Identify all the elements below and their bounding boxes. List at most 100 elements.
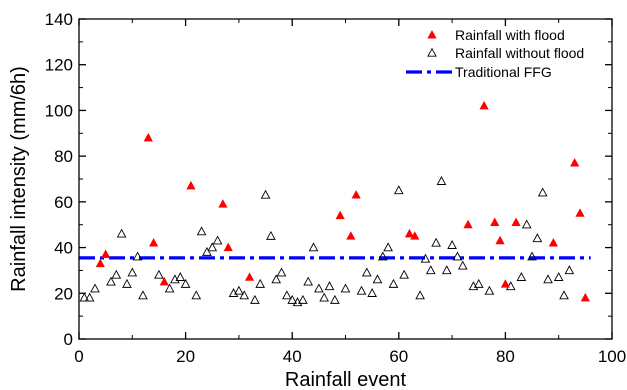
point-without-flood — [255, 278, 266, 288]
point-with-flood — [490, 217, 500, 226]
point-without-flood — [79, 292, 90, 302]
point-without-flood — [116, 228, 127, 238]
axes: 0 20 40 60 80 100 0 20 40 60 80 100 120 140 — [45, 10, 627, 366]
point-with-flood — [335, 210, 345, 220]
point-with-flood — [500, 279, 510, 288]
y-tick-label: 40 — [54, 239, 73, 258]
point-without-flood — [361, 267, 372, 277]
y-axis-title: Rainfall intensity (mm/6h) — [8, 66, 30, 292]
point-without-flood — [532, 233, 543, 243]
x-tick-label: 80 — [496, 347, 515, 366]
point-without-flood — [132, 251, 143, 261]
point-without-flood — [473, 278, 484, 288]
point-with-flood — [580, 292, 590, 302]
point-without-flood — [175, 272, 186, 281]
point-without-flood — [308, 242, 319, 252]
point-with-flood — [351, 190, 361, 199]
point-without-flood — [111, 269, 122, 279]
point-without-flood — [527, 251, 537, 261]
point-with-flood — [346, 231, 356, 240]
point-with-flood — [218, 199, 228, 208]
point-without-flood — [154, 269, 164, 279]
point-without-flood — [282, 290, 292, 300]
point-without-flood — [484, 285, 495, 295]
x-tick-label: 40 — [283, 347, 302, 366]
point-without-flood — [324, 281, 335, 291]
point-without-flood — [447, 240, 457, 249]
point-without-flood — [356, 285, 367, 295]
point-without-flood — [420, 253, 431, 263]
point-without-flood — [90, 283, 100, 293]
point-with-flood — [548, 238, 558, 247]
legend-label-no-flood: Rainfall without flood — [455, 45, 584, 61]
point-with-flood — [463, 219, 473, 229]
point-without-flood — [452, 251, 463, 261]
point-without-flood — [228, 288, 239, 297]
point-with-flood — [479, 100, 489, 110]
point-without-flood — [441, 265, 452, 275]
point-without-flood — [367, 288, 377, 297]
point-without-flood — [319, 292, 330, 302]
point-without-flood — [457, 260, 468, 270]
point-without-flood — [303, 276, 314, 286]
point-without-flood — [191, 290, 202, 300]
point-without-flood — [393, 185, 404, 195]
y-tick-label: 20 — [54, 284, 73, 303]
point-without-flood — [383, 242, 393, 252]
point-without-flood — [250, 294, 260, 304]
point-without-flood — [516, 272, 527, 281]
point-without-flood — [553, 272, 564, 281]
x-tick-label: 60 — [389, 347, 408, 366]
y-tick-label: 0 — [64, 330, 73, 349]
x-tick-label: 20 — [176, 347, 195, 366]
y-tick-label: 60 — [54, 193, 73, 212]
point-without-flood — [207, 242, 218, 252]
point-without-flood — [170, 274, 180, 284]
x-tick-label: 100 — [598, 347, 626, 366]
point-without-flood — [436, 176, 447, 185]
point-without-flood — [180, 278, 191, 288]
point-without-flood — [202, 246, 212, 256]
point-without-flood — [431, 237, 441, 247]
point-with-flood — [495, 235, 505, 245]
point-with-flood — [570, 158, 580, 167]
point-without-flood — [329, 294, 340, 304]
point-with-flood — [404, 228, 415, 238]
point-without-flood — [234, 285, 244, 295]
point-without-flood — [196, 226, 207, 236]
point-with-flood — [101, 249, 111, 258]
point-without-flood — [212, 235, 223, 245]
legend-marker-no-flood — [427, 47, 437, 57]
x-tick-label: 0 — [74, 347, 83, 366]
x-axis-title: Rainfall event — [285, 369, 407, 390]
point-with-flood — [95, 258, 105, 268]
point-without-flood — [239, 290, 250, 300]
point-without-flood — [106, 276, 116, 286]
point-with-flood — [575, 208, 585, 217]
y-tick-label: 80 — [54, 147, 73, 166]
point-without-flood — [372, 274, 383, 284]
point-with-flood — [410, 231, 420, 240]
point-without-flood — [276, 267, 287, 277]
point-with-flood — [244, 272, 255, 281]
point-without-flood — [266, 230, 276, 240]
legend-marker-flood — [427, 30, 437, 39]
point-without-flood — [127, 267, 138, 277]
point-without-flood — [340, 283, 351, 293]
point-without-flood — [388, 278, 399, 288]
point-with-flood — [223, 242, 233, 252]
point-with-flood — [143, 132, 153, 142]
point-without-flood — [564, 265, 575, 275]
point-without-flood — [298, 294, 308, 304]
point-without-flood — [425, 265, 436, 275]
point-without-flood — [415, 290, 425, 300]
point-without-flood — [399, 269, 409, 279]
y-tick-label: 100 — [45, 101, 73, 120]
point-without-flood — [84, 292, 95, 302]
point-with-flood — [511, 217, 521, 226]
legend-label-ffg: Traditional FFG — [455, 64, 552, 80]
point-without-flood — [260, 189, 271, 199]
legend: Rainfall with flood Rainfall without flo… — [406, 27, 584, 80]
point-without-flood — [271, 274, 282, 284]
